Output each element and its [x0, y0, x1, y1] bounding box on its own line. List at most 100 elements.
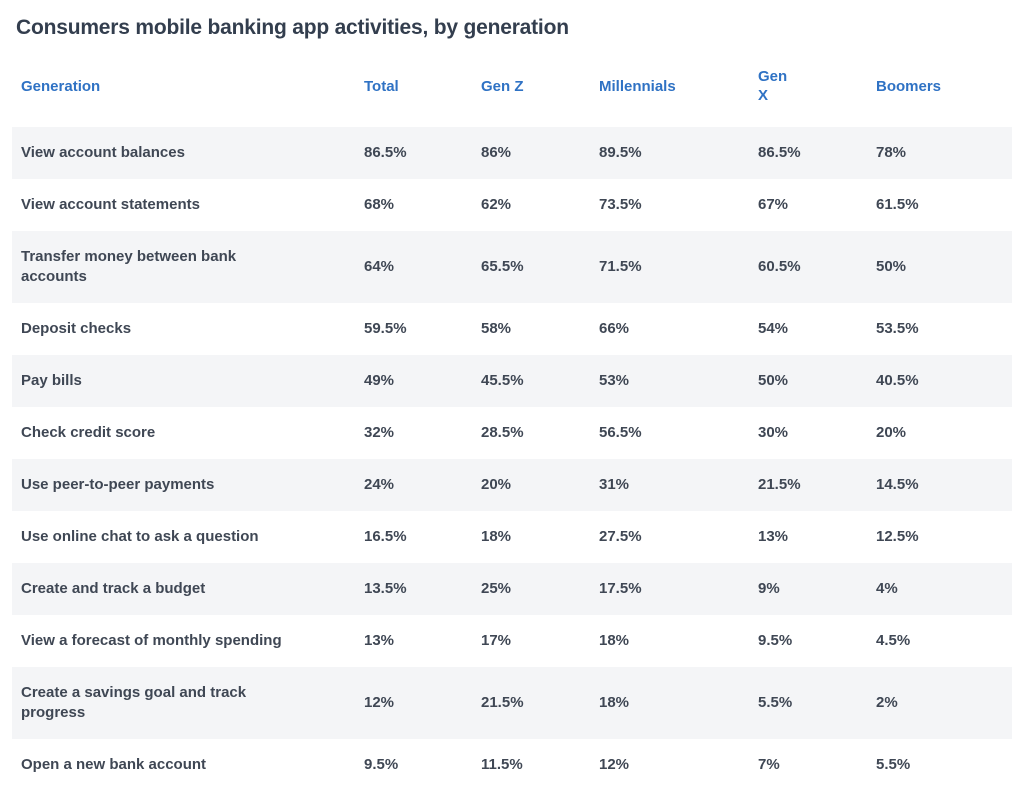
cell-value: 66% [599, 320, 630, 338]
cell-value: 56.5% [599, 424, 642, 442]
cell-value: 65.5% [481, 258, 524, 276]
column-header-millennials-label: Millennials [599, 77, 676, 95]
cell-value: 4.5% [876, 632, 911, 650]
column-header-boomers-label: Boomers [876, 77, 942, 95]
column-header-generation-label: Generation [21, 77, 101, 95]
column-header-genx-label: Gen X [758, 68, 788, 105]
table-row: View account balances 86.5% 86% 89.5% 86.5% 7… [12, 127, 1012, 180]
cell-value: 14.5% [876, 476, 919, 494]
cell-value: 17.5% [599, 580, 642, 598]
column-header-genx: Gen X [748, 47, 866, 127]
cell-value: 4% [876, 580, 898, 598]
cell-value: 24% [364, 476, 395, 494]
cell-value: 68% [364, 196, 395, 214]
cell-value: 71.5% [599, 258, 642, 276]
cell-value: 11.5% [481, 756, 523, 774]
cell-value: 28.5% [481, 424, 524, 442]
cell-value: 30% [758, 424, 789, 442]
column-header-total-label: Total [364, 77, 399, 95]
activities-table: Generation Total Gen Z Millennials Gen X… [12, 47, 1012, 791]
cell-value: 58% [481, 320, 512, 338]
column-header-genz-label: Gen Z [481, 77, 524, 95]
table-row: Pay bills 49% 45.5% 53% 50% 40.5% [12, 355, 1012, 408]
cell-value: 9% [758, 580, 780, 598]
cell-value: 9.5% [364, 756, 399, 774]
cell-value: 86% [481, 144, 512, 162]
cell-value: 62% [481, 196, 512, 214]
row-label: View account balances [21, 144, 185, 162]
cell-value: 13.5% [364, 580, 407, 598]
cell-value: 21.5% [481, 694, 524, 712]
table-row: Use peer-to-peer payments 24% 20% 31% 21.5% 1… [12, 459, 1012, 512]
column-header-generation: Generation [12, 47, 354, 127]
cell-value: 53% [599, 372, 630, 390]
cell-value: 18% [599, 632, 630, 650]
table-row: Use online chat to ask a question 16.5% 18… [12, 511, 1012, 563]
table-row: View account statements 68% 62% 73.5% 67% 61.… [12, 179, 1012, 231]
table-row: Transfer money between bank accounts 64% 6… [12, 231, 1012, 304]
cell-value: 21.5% [758, 476, 801, 494]
cell-value: 78% [876, 144, 907, 162]
cell-value: 86.5% [364, 144, 407, 162]
table-row: Deposit checks 59.5% 58% 66% 54% 53.5% [12, 303, 1012, 355]
row-label: Create and track a budget [21, 580, 206, 598]
cell-value: 49% [364, 372, 395, 390]
table-row: View a forecast of monthly spending 13% 17… [12, 615, 1012, 667]
cell-value: 13% [758, 528, 789, 546]
cell-value: 17% [481, 632, 512, 650]
cell-value: 54% [758, 320, 789, 338]
row-label: Pay bills [21, 372, 82, 390]
cell-value: 12% [599, 756, 630, 774]
cell-value: 60.5% [758, 258, 801, 276]
page-title: Consumers mobile banking app activities,… [16, 16, 569, 39]
row-label: View a forecast of monthly spending [21, 632, 282, 650]
cell-value: 12% [364, 694, 395, 712]
cell-value: 25% [481, 580, 512, 598]
table-row: Create and track a budget 13.5% 25% 17.5% 9%… [12, 563, 1012, 616]
cell-value: 27.5% [599, 528, 642, 546]
row-label: Use peer-to-peer payments [21, 476, 215, 494]
cell-value: 53.5% [876, 320, 919, 338]
cell-value: 5.5% [758, 694, 793, 712]
cell-value: 61.5% [876, 196, 919, 214]
cell-value: 7% [758, 756, 780, 774]
cell-value: 86.5% [758, 144, 801, 162]
table-row: Open a new bank account 9.5% 11.5% 12% 7% 5.5… [12, 739, 1012, 791]
cell-value: 59.5% [364, 320, 407, 338]
row-label: Open a new bank account [21, 756, 207, 774]
cell-value: 45.5% [481, 372, 524, 390]
table-row: Create a savings goal and track progress… [12, 667, 1012, 740]
cell-value: 5.5% [876, 756, 911, 774]
row-label: View account statements [21, 196, 200, 214]
row-label: Deposit checks [21, 320, 132, 338]
cell-value: 18% [599, 694, 630, 712]
cell-value: 32% [364, 424, 395, 442]
cell-value: 50% [876, 258, 907, 276]
cell-value: 12.5% [876, 528, 919, 546]
column-header-genz: Gen Z [471, 47, 589, 127]
cell-value: 89.5% [599, 144, 642, 162]
column-header-millennials: Millennials [589, 47, 748, 127]
cell-value: 20% [481, 476, 512, 494]
cell-value: 18% [481, 528, 512, 546]
table-header-row: Generation Total Gen Z Millennials Gen X… [12, 47, 1012, 127]
row-label: Create a savings goal and track progress [21, 684, 247, 722]
cell-value: 67% [758, 196, 789, 214]
cell-value: 50% [758, 372, 789, 390]
column-header-boomers: Boomers [866, 47, 1012, 127]
cell-value: 20% [876, 424, 907, 442]
cell-value: 2% [876, 694, 898, 712]
cell-value: 13% [364, 632, 395, 650]
row-label: Check credit score [21, 424, 156, 442]
column-header-total: Total [354, 47, 471, 127]
row-label: Use online chat to ask a question [21, 528, 259, 546]
cell-value: 64% [364, 258, 395, 276]
table-row: Check credit score 32% 28.5% 56.5% 30% 20% [12, 407, 1012, 459]
cell-value: 73.5% [599, 196, 642, 214]
cell-value: 40.5% [876, 372, 919, 390]
row-label: Transfer money between bank accounts [21, 248, 237, 286]
cell-value: 9.5% [758, 632, 793, 650]
cell-value: 16.5% [364, 528, 407, 546]
cell-value: 31% [599, 476, 630, 494]
